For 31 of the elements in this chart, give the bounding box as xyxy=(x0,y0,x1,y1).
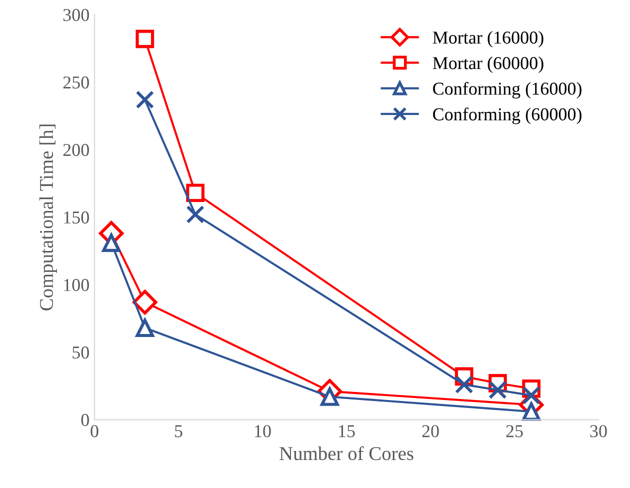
x-tick-label: 30 xyxy=(590,425,607,438)
x-tick-label: 10 xyxy=(255,425,271,438)
point xyxy=(454,375,474,394)
y-tick-label: 300 xyxy=(63,8,89,22)
legend-label: Mortar (60000) xyxy=(432,56,544,73)
y-tick-label: 50 xyxy=(72,346,89,359)
y-tick-label: 200 xyxy=(63,144,89,156)
point xyxy=(102,234,120,252)
y-tick-label: 0 xyxy=(81,414,89,426)
x-tick-label: 5 xyxy=(175,425,182,438)
x-tick-label: 0 xyxy=(90,425,98,438)
point xyxy=(136,90,154,109)
y-tick-label: 150 xyxy=(64,211,89,224)
x-axis-title: Number of Cores xyxy=(280,446,414,460)
legend-label: Mortar (16000) xyxy=(432,31,544,48)
point xyxy=(522,402,540,421)
legend-label: Conforming (16000) xyxy=(433,82,582,99)
y-tick-label: 100 xyxy=(64,278,89,292)
point xyxy=(488,380,507,400)
x-tick-label: 20 xyxy=(422,425,439,438)
point xyxy=(186,184,204,202)
point xyxy=(136,30,154,48)
point xyxy=(186,205,204,224)
x-tick-label: 15 xyxy=(339,425,355,438)
y-axis-title: Computational Time [h] xyxy=(39,124,57,310)
point xyxy=(522,386,540,405)
point xyxy=(132,290,158,315)
legend-label: Conforming (60000) xyxy=(433,108,582,124)
point xyxy=(136,318,154,338)
y-tick-label: 250 xyxy=(63,76,89,89)
x-tick-label: 25 xyxy=(506,425,523,438)
